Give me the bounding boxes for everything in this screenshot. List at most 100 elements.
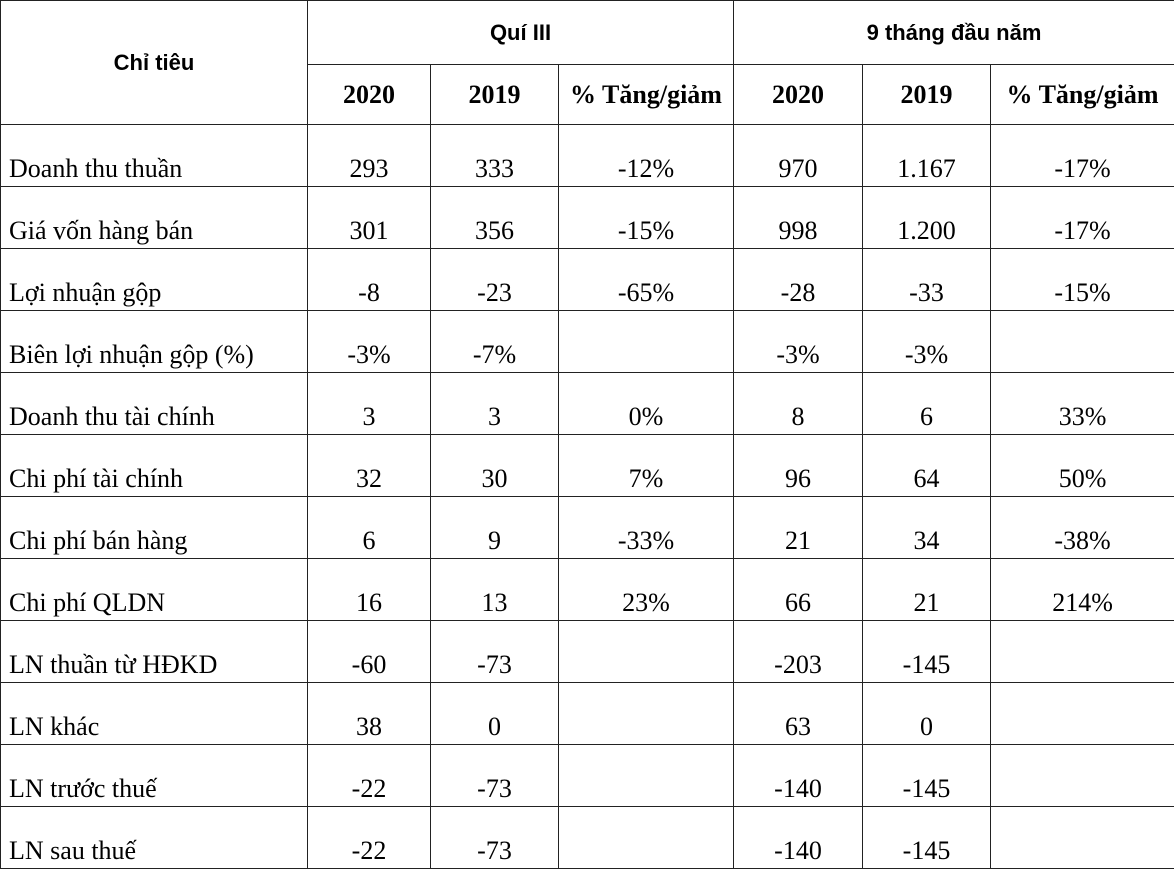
header-column: 2020 — [734, 65, 863, 125]
cell: 293 — [308, 125, 431, 187]
cell: -3% — [863, 311, 991, 373]
cell: -3% — [734, 311, 863, 373]
cell: -145 — [863, 807, 991, 869]
cell: -23 — [431, 249, 559, 311]
cell: -15% — [559, 187, 734, 249]
header-column: 2020 — [308, 65, 431, 125]
cell: -145 — [863, 745, 991, 807]
row-label: Giá vốn hàng bán — [1, 187, 308, 249]
cell: -203 — [734, 621, 863, 683]
cell: -73 — [431, 807, 559, 869]
cell: -17% — [991, 187, 1174, 249]
row-label: LN khác — [1, 683, 308, 745]
row-label: Doanh thu thuần — [1, 125, 308, 187]
cell: 970 — [734, 125, 863, 187]
cell: 8 — [734, 373, 863, 435]
cell — [991, 807, 1174, 869]
cell: 214% — [991, 559, 1174, 621]
cell: 0% — [559, 373, 734, 435]
cell: -145 — [863, 621, 991, 683]
row-label: Biên lợi nhuận gộp (%) — [1, 311, 308, 373]
row-label: LN thuần từ HĐKD — [1, 621, 308, 683]
cell: 3 — [431, 373, 559, 435]
cell: -7% — [431, 311, 559, 373]
cell — [991, 621, 1174, 683]
cell: -15% — [991, 249, 1174, 311]
cell — [559, 621, 734, 683]
cell: -33% — [559, 497, 734, 559]
cell: 34 — [863, 497, 991, 559]
cell — [991, 683, 1174, 745]
cell: -22 — [308, 807, 431, 869]
cell — [559, 683, 734, 745]
header-column: % Tăng/giảm — [991, 65, 1174, 125]
cell: 64 — [863, 435, 991, 497]
cell: 333 — [431, 125, 559, 187]
cell: 21 — [863, 559, 991, 621]
cell: 23% — [559, 559, 734, 621]
header-group-row: Chỉ tiêu Quí III 9 tháng đầu năm — [1, 1, 1174, 65]
cell — [559, 745, 734, 807]
cell: 50% — [991, 435, 1174, 497]
cell: -73 — [431, 621, 559, 683]
cell: 301 — [308, 187, 431, 249]
row-label: Chi phí QLDN — [1, 559, 308, 621]
data-row: LN trước thuế-22-73 -140-145 — [1, 745, 1174, 807]
cell: -73 — [431, 745, 559, 807]
cell: 32 — [308, 435, 431, 497]
cell: -12% — [559, 125, 734, 187]
row-label: Chi phí tài chính — [1, 435, 308, 497]
cell: 13 — [431, 559, 559, 621]
cell: -60 — [308, 621, 431, 683]
cell: 7% — [559, 435, 734, 497]
cell: -17% — [991, 125, 1174, 187]
cell: -28 — [734, 249, 863, 311]
data-row: Biên lợi nhuận gộp (%)-3%-7%-3%-3% — [1, 311, 1174, 373]
cell: 6 — [308, 497, 431, 559]
cell: 33% — [991, 373, 1174, 435]
cell: 16 — [308, 559, 431, 621]
row-label: LN trước thuế — [1, 745, 308, 807]
cell: 66 — [734, 559, 863, 621]
header-column: 2019 — [863, 65, 991, 125]
cell: -65% — [559, 249, 734, 311]
data-row: Lợi nhuận gộp-8-23-65%-28-33-15% — [1, 249, 1174, 311]
cell: -22 — [308, 745, 431, 807]
row-label: Chi phí bán hàng — [1, 497, 308, 559]
cell: 998 — [734, 187, 863, 249]
cell: -33 — [863, 249, 991, 311]
header-label: Chỉ tiêu — [1, 1, 308, 125]
cell: 30 — [431, 435, 559, 497]
cell: 9 — [431, 497, 559, 559]
cell: -3% — [308, 311, 431, 373]
cell: 0 — [863, 683, 991, 745]
data-row: LN sau thuế-22-73 -140-145 — [1, 807, 1174, 869]
cell: 63 — [734, 683, 863, 745]
row-label: Doanh thu tài chính — [1, 373, 308, 435]
cell: 356 — [431, 187, 559, 249]
cell — [559, 311, 734, 373]
cell: -140 — [734, 745, 863, 807]
row-label: LN sau thuế — [1, 807, 308, 869]
cell: 1.167 — [863, 125, 991, 187]
cell: 0 — [431, 683, 559, 745]
cell: -38% — [991, 497, 1174, 559]
cell: -8 — [308, 249, 431, 311]
header-group: 9 tháng đầu năm — [734, 1, 1174, 65]
header-column: 2019 — [431, 65, 559, 125]
cell — [991, 745, 1174, 807]
row-label: Lợi nhuận gộp — [1, 249, 308, 311]
cell — [991, 311, 1174, 373]
data-row: LN thuần từ HĐKD-60-73 -203-145 — [1, 621, 1174, 683]
header-group: Quí III — [308, 1, 734, 65]
cell: 6 — [863, 373, 991, 435]
cell: -140 — [734, 807, 863, 869]
